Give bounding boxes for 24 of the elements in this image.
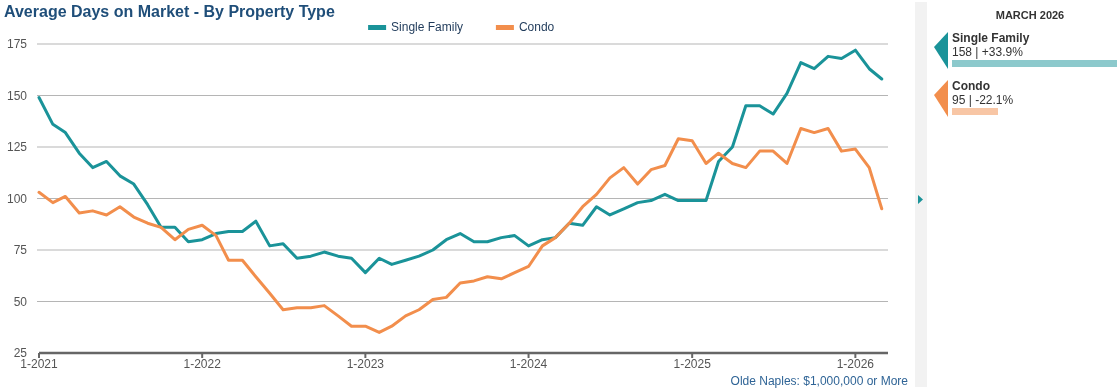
chart-title: Average Days on Market - By Property Type bbox=[4, 3, 335, 20]
text: 158 | +33.9% bbox=[952, 45, 1024, 59]
y-tick-label: 150 bbox=[6, 88, 28, 103]
legend-label: Condo bbox=[518, 20, 555, 34]
x-tick-label: 1-2024 bbox=[509, 357, 548, 371]
y-tick-label: 75 bbox=[13, 243, 28, 257]
text: 95 | -22.1% bbox=[952, 93, 1014, 107]
y-tick-label: 50 bbox=[13, 294, 28, 309]
line-series bbox=[37, 126, 884, 334]
x-tick-label: 1-2022 bbox=[183, 357, 222, 371]
text: Olde Naples: $1,000,000 or More bbox=[730, 374, 909, 388]
category-label: Single Family bbox=[952, 31, 1030, 45]
y-tick-label: 100 bbox=[6, 191, 28, 206]
x-tick-label: 1-2023 bbox=[346, 357, 385, 371]
y-tick-label: 25 bbox=[13, 346, 28, 360]
x-tick-label: 1-2025 bbox=[673, 357, 712, 371]
category-label: Condo bbox=[952, 79, 990, 93]
text: MARCH 2026 bbox=[995, 9, 1065, 21]
x-tick-label: 1-2021 bbox=[20, 357, 58, 371]
y-tick-label: 175 bbox=[6, 37, 28, 51]
line-series bbox=[37, 48, 884, 275]
x-tick-label: 1-2026 bbox=[836, 357, 875, 371]
legend-label: Single Family bbox=[391, 20, 464, 34]
y-tick-label: 125 bbox=[6, 140, 28, 154]
